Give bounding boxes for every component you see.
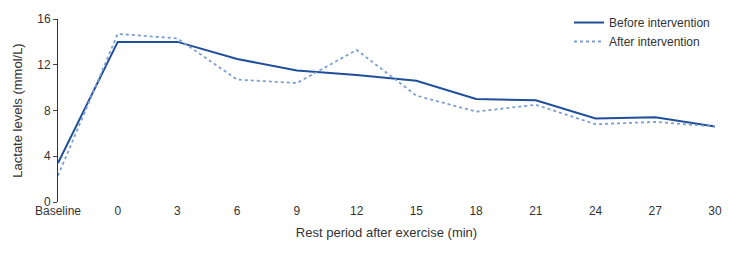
svg-text:6: 6 — [234, 204, 241, 218]
svg-text:0: 0 — [44, 195, 51, 209]
svg-text:27: 27 — [649, 204, 663, 218]
svg-text:8: 8 — [44, 104, 51, 118]
svg-text:0: 0 — [114, 204, 121, 218]
svg-text:30: 30 — [708, 204, 722, 218]
svg-text:24: 24 — [589, 204, 603, 218]
svg-text:9: 9 — [294, 204, 301, 218]
svg-text:Baseline: Baseline — [35, 204, 81, 218]
svg-text:12: 12 — [37, 58, 51, 72]
svg-text:21: 21 — [529, 204, 543, 218]
svg-text:18: 18 — [469, 204, 483, 218]
svg-text:15: 15 — [410, 204, 424, 218]
svg-text:12: 12 — [350, 204, 364, 218]
svg-text:4: 4 — [44, 149, 51, 163]
svg-text:3: 3 — [174, 204, 181, 218]
svg-text:16: 16 — [37, 12, 51, 26]
svg-text:Rest period after exercise (mi: Rest period after exercise (min) — [296, 225, 477, 240]
svg-text:Before intervention: Before intervention — [609, 16, 710, 30]
svg-text:Lactate levels (mmol/L): Lactate levels (mmol/L) — [10, 43, 25, 177]
svg-text:After intervention: After intervention — [609, 35, 700, 49]
